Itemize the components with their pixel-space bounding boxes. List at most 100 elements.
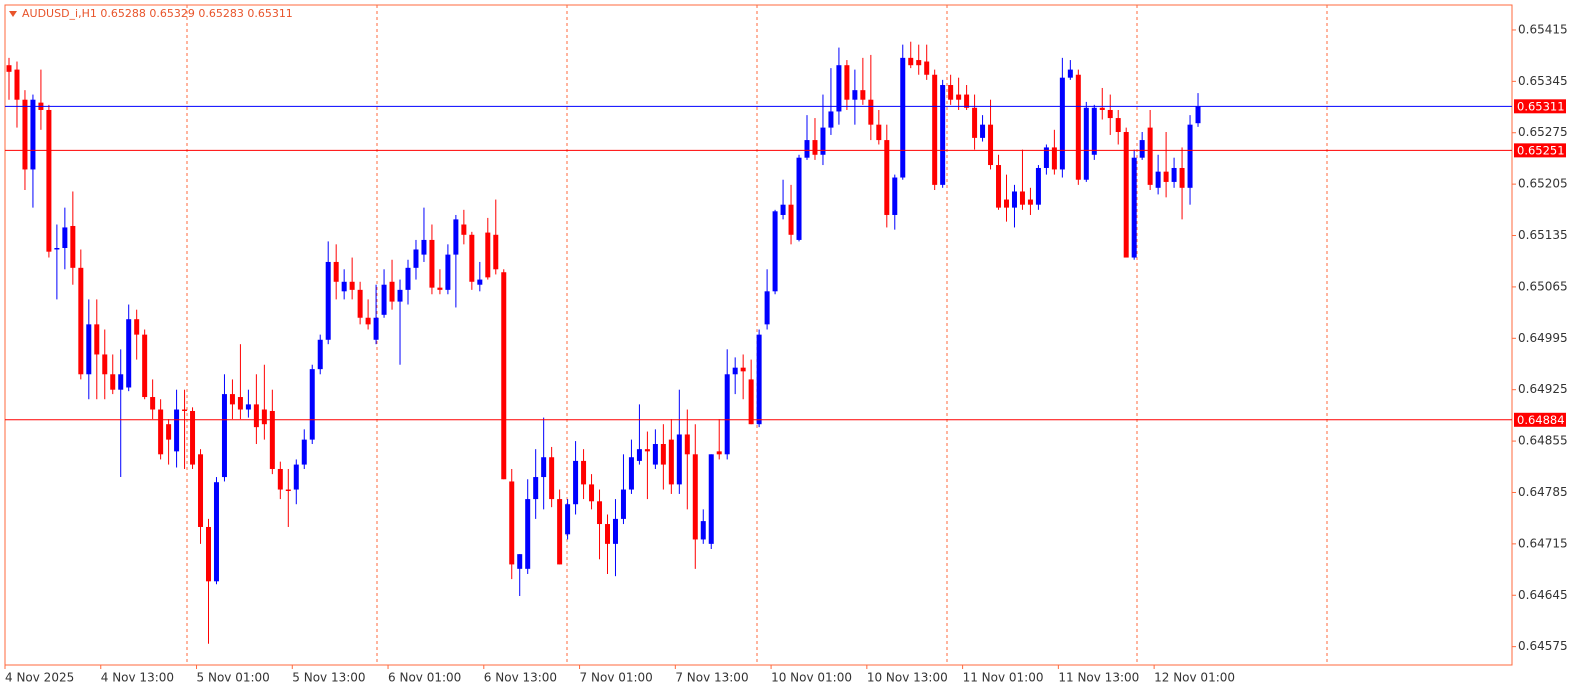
- x-tick-label: 11 Nov 01:00: [963, 671, 1044, 685]
- candle-body: [405, 267, 411, 290]
- candle-body: [1195, 106, 1201, 124]
- candle-body: [1083, 107, 1089, 180]
- x-tick-label: 7 Nov 13:00: [675, 671, 748, 685]
- candle-body: [652, 444, 658, 465]
- candle-body: [1163, 171, 1169, 182]
- x-tick-label: 4 Nov 13:00: [101, 671, 174, 685]
- candle-body: [461, 224, 467, 235]
- candle-body: [1139, 140, 1145, 158]
- candle-body: [565, 504, 571, 535]
- candle-body: [317, 339, 323, 370]
- candle-body: [796, 157, 802, 240]
- candle-body: [940, 85, 946, 185]
- candle-body: [804, 140, 810, 158]
- candle-body: [589, 484, 595, 502]
- candle-body: [469, 234, 475, 282]
- candle-body: [868, 99, 874, 125]
- candle-body: [908, 57, 914, 66]
- candle-body: [213, 482, 219, 582]
- candle-body: [389, 281, 395, 302]
- candle-body: [6, 65, 12, 72]
- candle-body: [293, 464, 299, 490]
- candle-body: [716, 451, 722, 455]
- candle-body: [277, 468, 283, 490]
- candle-body: [229, 394, 235, 405]
- candle-body: [605, 524, 610, 544]
- title-arrow: [9, 11, 17, 17]
- candle-body: [852, 90, 858, 100]
- candle-body: [206, 526, 211, 582]
- candle-body: [1059, 77, 1065, 170]
- candle-body: [30, 99, 36, 170]
- candle-body: [684, 434, 690, 455]
- candle-body: [421, 239, 427, 255]
- x-tick-label: 6 Nov 01:00: [388, 671, 461, 685]
- candle-body: [373, 317, 379, 340]
- candle-body: [557, 499, 563, 565]
- x-tick-label: 4 Nov 2025: [5, 671, 74, 685]
- candle-body: [900, 57, 906, 178]
- y-tick-label: 0.65205: [1518, 177, 1568, 191]
- candle-body: [118, 374, 124, 390]
- plot-frame: [4, 4, 1513, 666]
- candle-body: [70, 225, 76, 268]
- chart-title: AUDUSD_i,H1 0.65288 0.65329 0.65283 0.65…: [22, 7, 293, 20]
- candle-body: [221, 394, 227, 478]
- candle-body: [700, 521, 706, 540]
- candle-body: [46, 109, 52, 252]
- candle-body: [980, 124, 986, 138]
- candle-body: [1123, 132, 1129, 258]
- candle-body: [972, 107, 978, 138]
- candle-body: [14, 69, 20, 100]
- candle-body: [1091, 107, 1097, 155]
- candle-body: [525, 499, 531, 569]
- candle-body: [110, 374, 116, 390]
- candle-body: [237, 397, 243, 410]
- level-label-box: [1514, 412, 1566, 427]
- candle-body: [1027, 199, 1033, 205]
- candle-body: [1131, 157, 1137, 258]
- level-label: 0.64884: [1517, 413, 1565, 427]
- candle-body: [1004, 199, 1009, 208]
- level-label-box: [1514, 143, 1566, 158]
- candle-body: [573, 460, 579, 505]
- y-tick-label: 0.64855: [1518, 434, 1568, 448]
- candle-body: [668, 439, 674, 485]
- candle-body: [198, 454, 204, 527]
- candle-body: [78, 267, 84, 375]
- candle-body: [158, 409, 164, 455]
- candle-body: [772, 211, 778, 292]
- candle-body: [1155, 171, 1161, 188]
- candle-body: [22, 99, 28, 170]
- x-tick-label: 10 Nov 01:00: [771, 671, 852, 685]
- candle-body: [1019, 191, 1025, 205]
- candle-body: [134, 319, 140, 335]
- candle-body: [301, 439, 307, 465]
- candle-body: [732, 367, 738, 375]
- x-tick-label: 7 Nov 01:00: [580, 671, 653, 685]
- candle-body: [812, 140, 818, 155]
- candle-body: [54, 248, 60, 250]
- candle-body: [660, 444, 666, 465]
- candle-body: [357, 289, 363, 318]
- candle-body: [628, 457, 634, 490]
- y-tick-label: 0.65275: [1518, 125, 1568, 139]
- x-tick-label: 10 Nov 13:00: [867, 671, 948, 685]
- candle-body: [413, 249, 419, 268]
- x-tick-label: 6 Nov 13:00: [484, 671, 557, 685]
- candle-body: [245, 404, 251, 410]
- candle-body: [620, 489, 626, 519]
- candle-body: [285, 489, 291, 492]
- y-tick-label: 0.64575: [1518, 639, 1568, 653]
- candle-body: [780, 204, 786, 215]
- candle-body: [182, 409, 188, 411]
- x-tick-label: 11 Nov 13:00: [1058, 671, 1139, 685]
- candle-body: [549, 457, 555, 500]
- candle-body: [62, 227, 68, 249]
- candle-body: [269, 410, 275, 469]
- candle-body: [1107, 109, 1113, 119]
- candle-body: [612, 518, 618, 544]
- candle-body: [1115, 118, 1121, 133]
